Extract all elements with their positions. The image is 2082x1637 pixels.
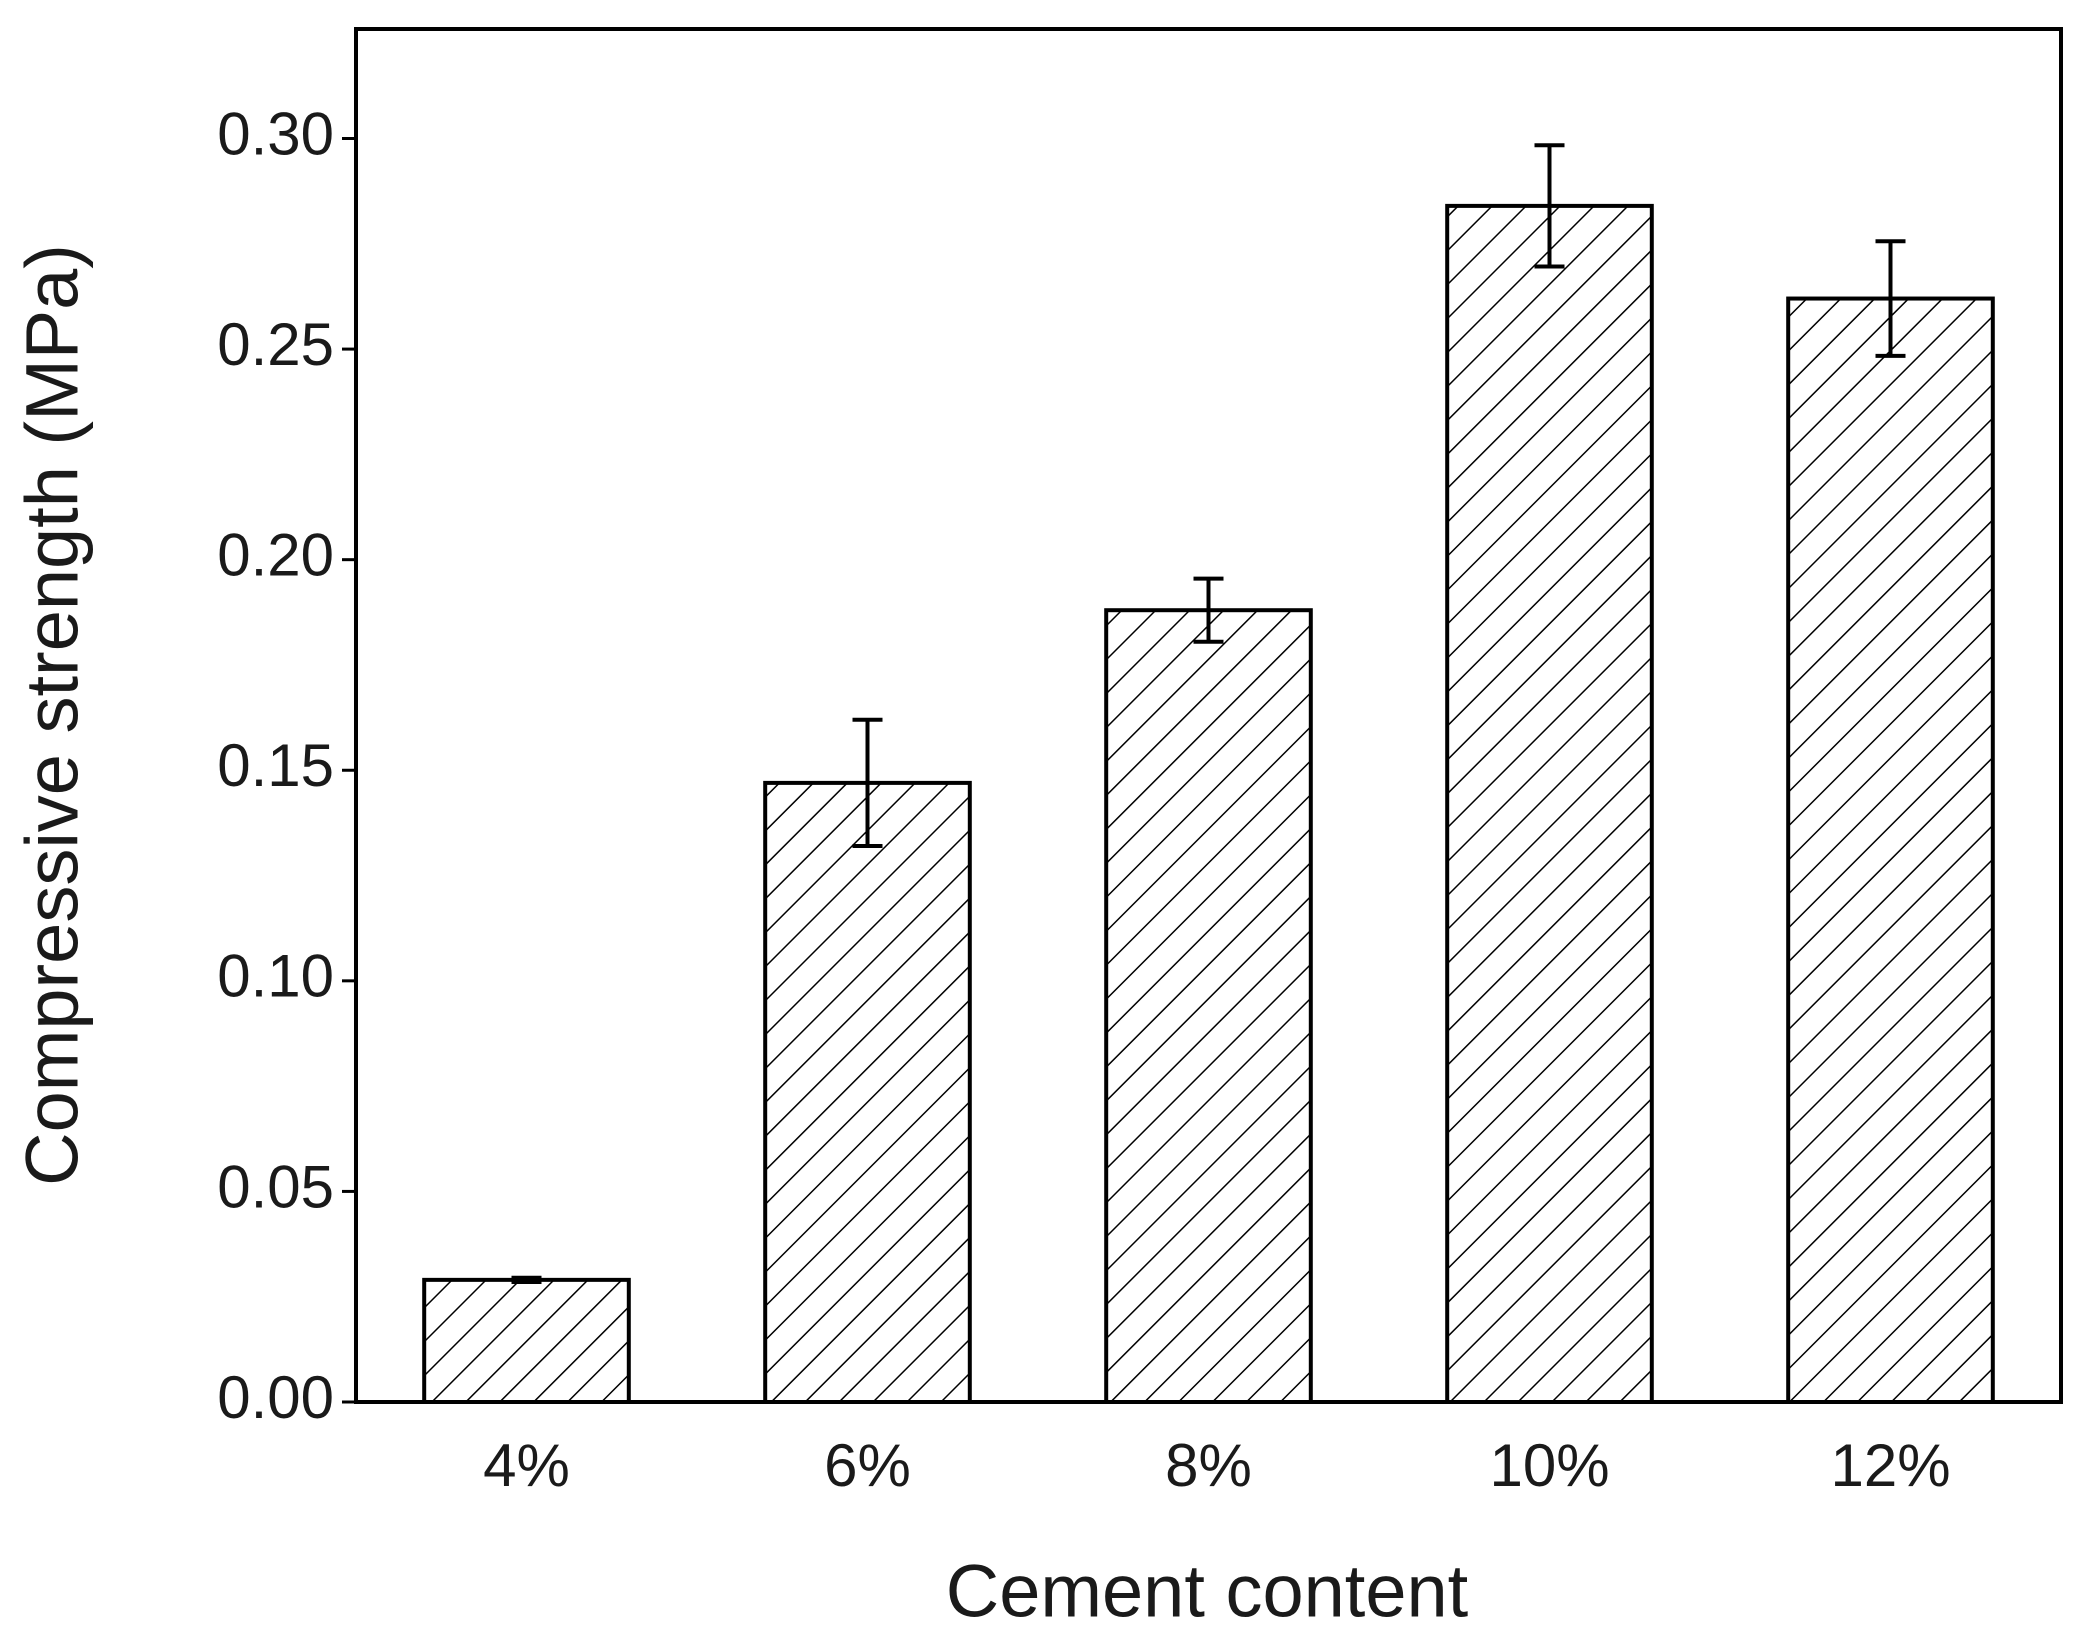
y-tick-label: 0.20 (217, 522, 334, 589)
y-tick-label: 0.30 (217, 100, 334, 167)
x-tick-label: 4% (483, 1432, 570, 1499)
x-tick-label: 12% (1830, 1432, 1950, 1499)
error-bar (1875, 239, 1906, 358)
bar (1786, 296, 1995, 1404)
x-tick-label: 6% (824, 1432, 911, 1499)
bar (1445, 203, 1654, 1405)
x-tick-label: 8% (1165, 1432, 1252, 1499)
x-tick-label: 10% (1489, 1432, 1609, 1499)
y-tick-label: 0.00 (217, 1364, 334, 1431)
bar (1104, 608, 1313, 1404)
y-tick-label: 0.25 (217, 311, 334, 378)
x-axis-title: Cement content (946, 1550, 1469, 1633)
y-tick-label: 0.05 (217, 1153, 334, 1220)
error-bar (511, 1275, 542, 1284)
bar (763, 780, 972, 1404)
y-tick-label: 0.15 (217, 732, 334, 799)
plot-frame (354, 27, 2063, 1404)
y-tick-label: 0.10 (217, 943, 334, 1010)
error-bar (1534, 143, 1565, 269)
error-bar (1193, 576, 1224, 644)
bar (422, 1277, 631, 1404)
error-bar (852, 717, 883, 849)
y-axis-title: Compressive strength (MPa) (11, 244, 94, 1186)
